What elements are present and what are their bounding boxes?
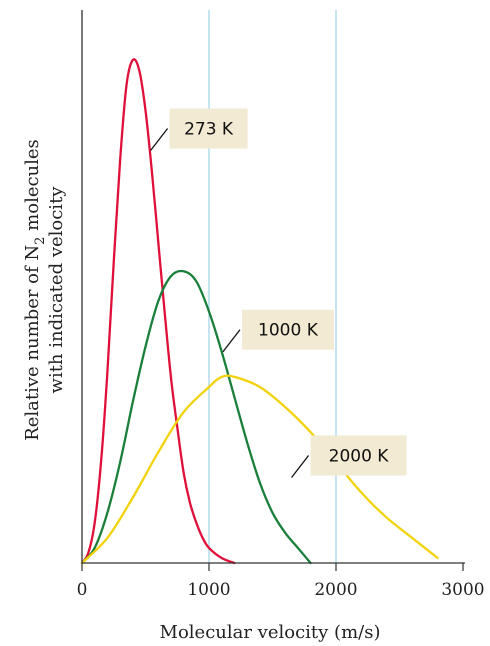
- series-curves: [80, 58, 439, 565]
- series-label-1000k: 1000 K: [258, 321, 319, 341]
- axes: [81, 10, 465, 564]
- label-leader-273k: [150, 128, 169, 151]
- y-axis-title-line1: Relative number of N2 molecules: [22, 139, 48, 441]
- series-line-2000k: [80, 374, 439, 565]
- x-ticks: 0 1000 2000 3000: [77, 563, 485, 600]
- series-label-2000k: 2000 K: [329, 446, 390, 466]
- x-tick-label-1000: 1000: [187, 580, 230, 600]
- gridlines: [208, 10, 337, 563]
- series-line-273k: [80, 58, 236, 565]
- series-line-1000k: [80, 269, 312, 565]
- label-box-273k: [169, 108, 248, 149]
- label-box-2000k: [310, 435, 407, 476]
- y-axis-title: Relative number of N2 molecules with ind…: [22, 139, 67, 441]
- x-tick-label-0: 0: [77, 580, 88, 600]
- series-label-273k: 273 K: [184, 120, 234, 140]
- label-box-1000k: [241, 309, 334, 350]
- label-leader-2000k: [291, 455, 310, 478]
- label-leader-1000k: [222, 329, 241, 353]
- y-axis-title-line2: with indicated velocity: [46, 186, 67, 394]
- x-tick-label-3000: 3000: [441, 580, 484, 600]
- x-tick-label-2000: 2000: [314, 580, 357, 600]
- x-axis-title: Molecular velocity (m/s): [160, 622, 381, 643]
- series-labels: 273 K 1000 K 2000 K: [150, 108, 407, 478]
